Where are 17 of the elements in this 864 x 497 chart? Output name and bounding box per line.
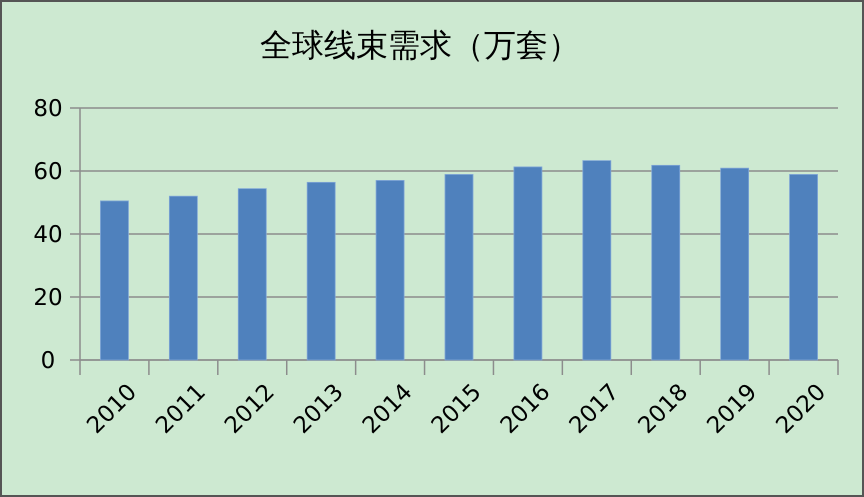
- y-tick-label: 60: [33, 159, 63, 185]
- bar: [306, 182, 336, 360]
- y-tick-label: 20: [33, 285, 63, 311]
- bar: [444, 174, 474, 360]
- y-tick-label: 40: [33, 222, 63, 248]
- bar: [168, 196, 198, 360]
- y-tick-label: 80: [33, 96, 63, 122]
- chart-title: 全球线束需求（万套）: [260, 26, 580, 64]
- bar: [238, 188, 267, 360]
- bar: [376, 180, 404, 360]
- bar: [100, 200, 129, 360]
- bar: [651, 164, 680, 360]
- y-tick-label: 0: [40, 348, 56, 374]
- bar: [720, 168, 750, 360]
- bar: [514, 166, 542, 360]
- bar: [789, 174, 818, 360]
- bar: [582, 160, 612, 360]
